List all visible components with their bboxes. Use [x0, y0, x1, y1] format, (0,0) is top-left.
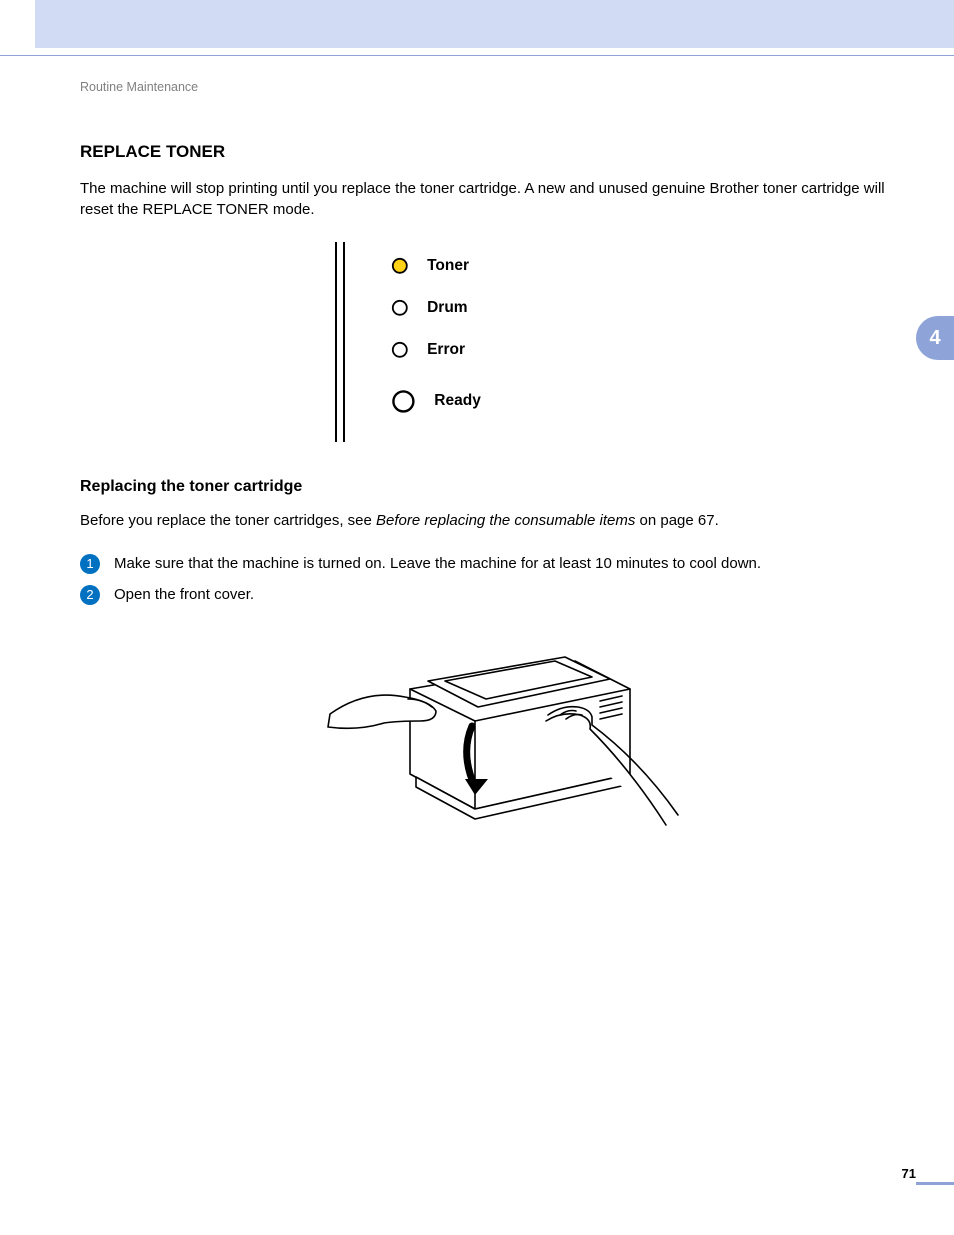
panel-edge-line [343, 242, 345, 442]
printer-open-cover-figure [310, 619, 690, 829]
led-label: Toner [427, 257, 469, 275]
footer-accent [916, 1182, 954, 1185]
chapter-tab: 4 [916, 316, 954, 360]
panel-edge-line [335, 242, 337, 442]
led-status-diagram: Toner Drum Error Ready [335, 242, 665, 442]
page-number: 71 [902, 1166, 916, 1181]
led-label: Drum [427, 299, 467, 317]
led-icon [390, 388, 417, 415]
led-icon [390, 256, 410, 276]
intro-cross-ref: Before replacing the consumable items [376, 512, 635, 529]
step-item: 2 Open the front cover. [80, 584, 919, 605]
step-number-bullet: 1 [80, 554, 100, 574]
led-label: Ready [434, 392, 481, 410]
subsection-intro: Before you replace the toner cartridges,… [80, 510, 919, 531]
led-row: Ready [390, 388, 481, 415]
section-body: The machine will stop printing until you… [80, 178, 919, 220]
led-label: Error [427, 341, 465, 359]
step-text: Make sure that the machine is turned on.… [114, 553, 761, 574]
step-number-bullet: 2 [80, 585, 100, 605]
footer-rule [0, 1184, 916, 1185]
header-rule [0, 55, 954, 56]
step-item: 1 Make sure that the machine is turned on… [80, 553, 919, 574]
led-row: Toner [390, 256, 470, 276]
led-row: Error [390, 340, 466, 360]
led-row: Drum [390, 298, 468, 318]
step-text: Open the front cover. [114, 584, 254, 605]
section-heading: REPLACE TONER [80, 142, 919, 162]
subsection-heading: Replacing the toner cartridge [80, 478, 919, 496]
header-band [35, 0, 954, 48]
intro-text-post: on page 67. [635, 512, 718, 529]
breadcrumb: Routine Maintenance [80, 80, 919, 94]
intro-text-pre: Before you replace the toner cartridges,… [80, 512, 376, 529]
steps-list: 1 Make sure that the machine is turned on… [80, 553, 919, 605]
page-content: Routine Maintenance REPLACE TONER The ma… [80, 80, 919, 829]
led-icon [390, 298, 410, 318]
led-icon [390, 340, 410, 360]
